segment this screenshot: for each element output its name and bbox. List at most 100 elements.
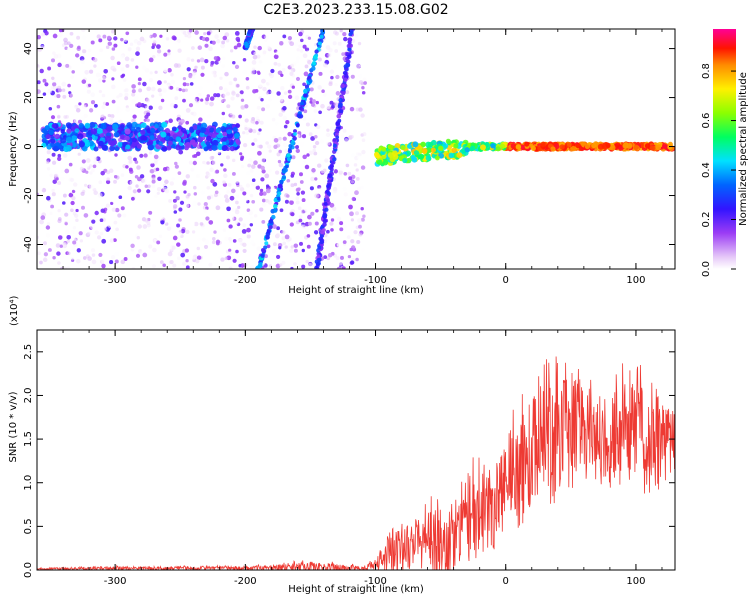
spectrogram-point — [418, 153, 425, 160]
spectrogram-point — [304, 64, 309, 69]
spectrogram-point — [175, 41, 179, 46]
spectrogram-point — [300, 38, 304, 43]
spectrogram-point — [178, 87, 182, 92]
spectrogram-point — [231, 171, 236, 176]
spectrogram-point — [57, 115, 61, 119]
spectrogram-point — [289, 57, 294, 61]
spectrogram-point — [355, 257, 359, 262]
spectrogram-point — [42, 92, 47, 96]
spectrogram-point — [234, 64, 240, 70]
spectrogram-point — [60, 137, 67, 144]
spectrogram-point — [326, 191, 331, 196]
spectrogram-xtick-label: -100 — [364, 275, 387, 286]
spectrogram-point — [251, 142, 255, 146]
spectrogram-point — [113, 220, 118, 225]
spectrogram-point — [175, 136, 181, 142]
spectrogram-point — [320, 169, 325, 174]
spectrogram-point — [297, 113, 302, 119]
spectrogram-point — [81, 205, 85, 210]
spectrogram-point — [322, 218, 328, 224]
spectrogram-point — [235, 83, 240, 89]
spectrogram-point — [326, 112, 330, 116]
spectrogram-point — [302, 154, 307, 160]
spectrogram-point — [57, 156, 62, 161]
spectrogram-point — [273, 54, 279, 60]
spectrogram-point — [51, 123, 57, 129]
spectrogram-point — [495, 146, 501, 152]
spectrogram-point — [329, 167, 334, 172]
spectrogram-point — [333, 189, 338, 194]
spectrogram-point — [108, 168, 114, 174]
spectrogram-point — [101, 263, 106, 269]
spectrogram-point — [65, 144, 72, 152]
spectrogram-point — [211, 160, 217, 165]
spectrogram-point — [209, 155, 214, 161]
spectrogram-point — [113, 36, 118, 41]
spectrogram-point — [360, 113, 365, 118]
spectrogram-point — [317, 38, 322, 43]
spectrogram-point — [242, 131, 246, 135]
spectrogram-point — [169, 102, 175, 108]
spectrogram-point — [117, 237, 122, 242]
spectrogram-point — [279, 263, 283, 267]
spectrogram-point — [52, 79, 56, 83]
spectrogram-point — [311, 107, 315, 111]
spectrogram-point — [257, 219, 261, 223]
spectrogram-point — [329, 221, 334, 226]
spectrogram-point — [52, 145, 59, 152]
spectrogram-point — [131, 196, 135, 201]
spectrogram-point — [340, 134, 345, 139]
spectrogram-point — [232, 258, 237, 263]
spectrogram-point — [111, 123, 119, 130]
spectrogram-point — [92, 57, 98, 63]
figure-title: C2E3.2023.233.15.08.G02 — [263, 2, 448, 18]
spectrogram-point — [39, 219, 44, 225]
spectrogram-point — [274, 122, 279, 126]
spectrogram-point — [342, 101, 347, 106]
spectrogram-point — [224, 198, 230, 203]
spectrogram-point — [361, 248, 365, 252]
spectrogram-point — [240, 264, 245, 269]
spectrogram-xtick-label: -200 — [234, 275, 257, 286]
spectrogram-point — [45, 134, 51, 140]
spectrogram-point — [53, 54, 59, 59]
spectrogram-point — [301, 134, 307, 139]
spectrogram-point — [280, 73, 284, 77]
spectrogram-ylabel: Frequency (Hz) — [8, 111, 19, 187]
spectrogram-point — [158, 141, 163, 146]
spectrogram-point — [158, 92, 163, 97]
spectrogram-point — [143, 153, 148, 158]
spectrogram-point — [131, 153, 136, 158]
spectrogram-point — [346, 235, 351, 240]
spectrogram-point — [333, 102, 339, 108]
spectrogram-point — [273, 144, 278, 149]
spectrogram-point — [261, 158, 266, 163]
spectrogram-point — [120, 67, 125, 72]
spectrogram-point — [271, 30, 275, 34]
spectrogram-point — [105, 45, 110, 49]
spectrogram-xtick-label: 100 — [626, 275, 645, 286]
spectrogram-point — [655, 144, 662, 151]
spectrogram-point — [134, 175, 139, 179]
spectrogram-point — [170, 73, 174, 77]
spectrogram-point — [195, 258, 200, 264]
spectrogram-point — [330, 228, 334, 232]
spectrogram-point — [151, 45, 155, 50]
spectrogram-point — [261, 219, 266, 224]
spectrogram-point — [178, 149, 184, 155]
spectrogram-point — [38, 138, 43, 143]
spectrogram-point — [87, 83, 92, 88]
spectrogram-point — [129, 180, 134, 185]
spectrogram-point — [295, 148, 300, 154]
spectrogram-point — [322, 222, 327, 227]
spectrogram-point — [105, 203, 110, 208]
spectrogram-point — [222, 35, 228, 41]
spectrogram-point — [123, 37, 128, 42]
spectrogram-point — [145, 98, 150, 103]
spectrogram-point — [42, 78, 47, 83]
spectrogram-point — [251, 164, 256, 169]
spectrogram-point — [51, 152, 56, 157]
spectrogram-point — [360, 206, 364, 211]
spectrogram-point — [200, 65, 205, 70]
spectrogram-point — [347, 254, 352, 259]
